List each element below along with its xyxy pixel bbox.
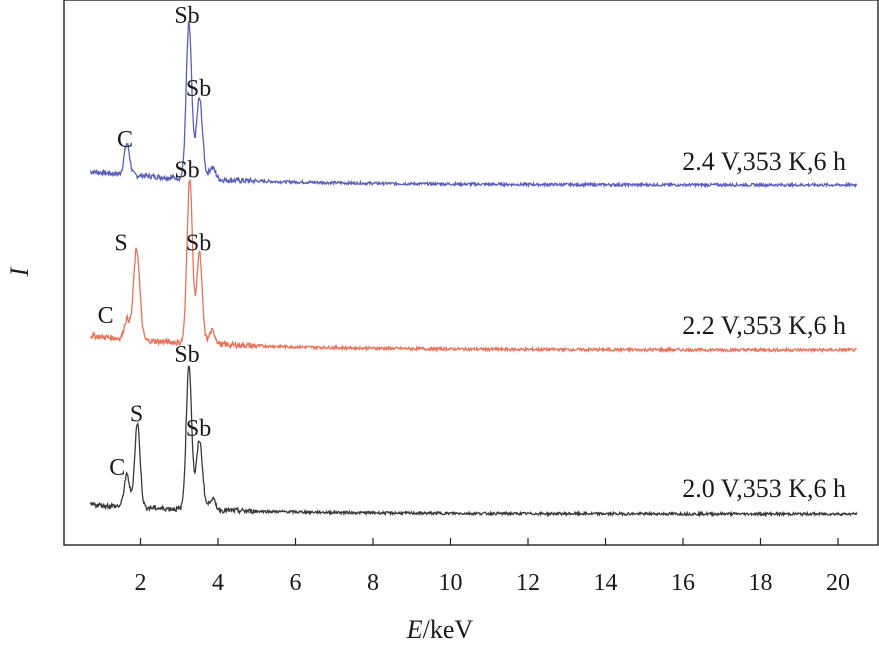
- series-line-3: [89, 365, 858, 518]
- x-tick-label-8: 8: [367, 570, 379, 596]
- spectrum-traces: [89, 20, 858, 518]
- y-axis-title: I: [5, 266, 34, 277]
- peak-label-sb-s3-3: Sb: [174, 342, 199, 368]
- peak-label-sb-s1-3: Sb: [186, 76, 211, 102]
- x-tick-label-2: 2: [135, 570, 147, 596]
- peak-label-s-s3-2: S: [130, 402, 143, 428]
- peak-label-s-s2-1: S: [114, 230, 127, 256]
- x-tick-label-14: 14: [594, 570, 618, 596]
- peak-label-sb-s2-4: Sb: [186, 230, 211, 256]
- peak-label-sb-s2-3: Sb: [174, 158, 199, 184]
- plot-frame: [63, 0, 879, 546]
- x-tick-label-18: 18: [749, 570, 773, 596]
- series-line-2: [89, 178, 858, 354]
- series-label-3: 2.0 V,353 K,6 h: [682, 474, 846, 503]
- peak-label-c-s3-1: C: [109, 455, 125, 481]
- peak-label-sb-s3-4: Sb: [186, 416, 211, 442]
- peak-label-c-s2-2: C: [98, 303, 114, 329]
- series-label-2: 2.2 V,353 K,6 h: [682, 311, 846, 340]
- series-line-1: [89, 20, 858, 189]
- x-tick-label-16: 16: [671, 570, 695, 596]
- x-axis-title: E/keV: [406, 615, 474, 644]
- x-tick-label-4: 4: [212, 570, 224, 596]
- series-label-1: 2.4 V,353 K,6 h: [682, 147, 846, 176]
- series-labels: 2.4 V,353 K,6 h 2.2 V,353 K,6 h 2.0 V,353 …: [682, 147, 846, 503]
- x-tick-label-20: 20: [826, 570, 850, 596]
- x-tick-label-6: 6: [290, 570, 302, 596]
- x-tick-label-12: 12: [516, 570, 540, 596]
- x-axis-ticks: 2 4 6 8 10 12 14 16 18 20: [135, 538, 850, 596]
- peak-labels: C Sb Sb S C Sb Sb C S Sb Sb: [98, 3, 212, 481]
- peak-label-c-s1-1: C: [117, 127, 133, 153]
- peak-label-sb-s1-2: Sb: [174, 3, 199, 29]
- x-tick-label-10: 10: [439, 570, 463, 596]
